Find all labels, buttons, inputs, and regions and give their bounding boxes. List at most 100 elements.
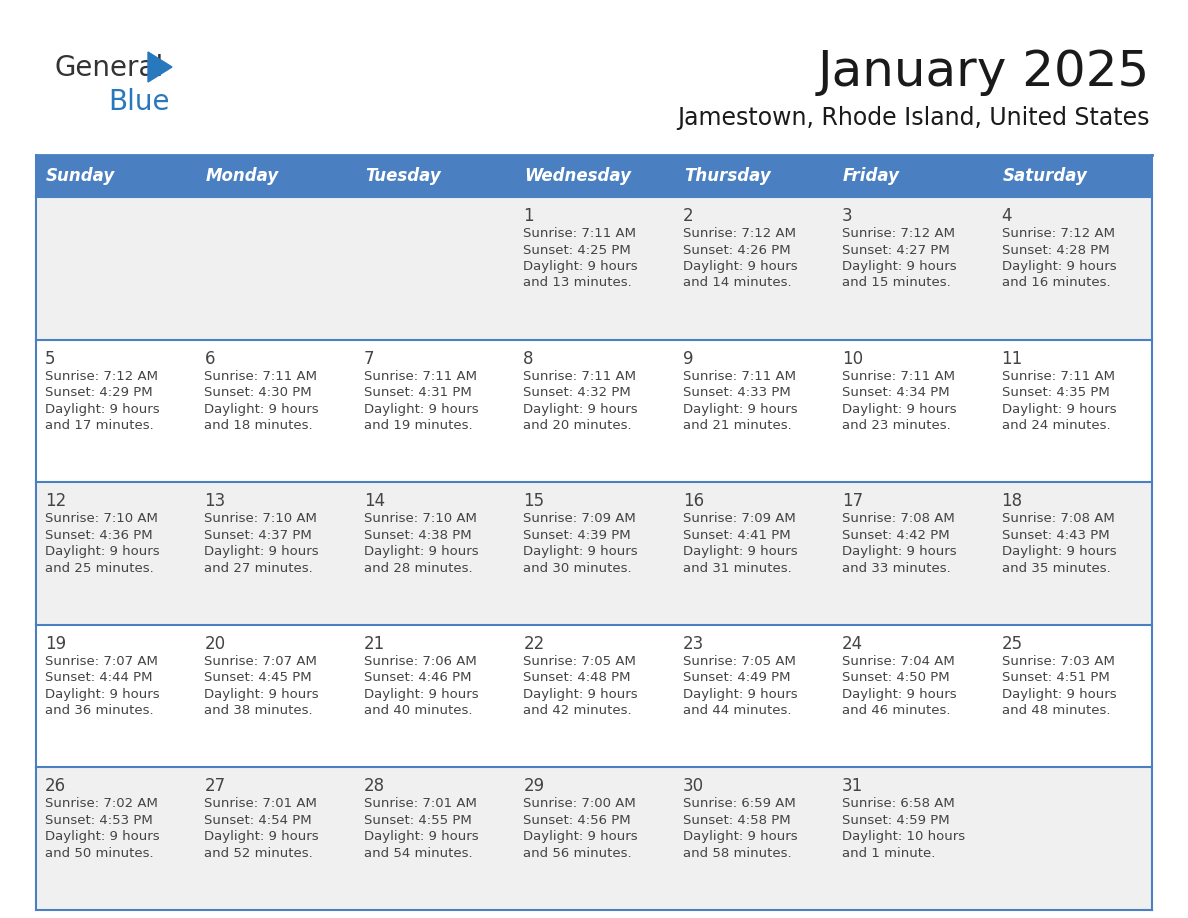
Text: 3: 3 — [842, 207, 853, 225]
Text: Daylight: 9 hours: Daylight: 9 hours — [1001, 545, 1117, 558]
Text: Sunrise: 7:10 AM: Sunrise: 7:10 AM — [204, 512, 317, 525]
Bar — [196, 340, 355, 482]
Bar — [992, 155, 1152, 197]
Text: Sunset: 4:33 PM: Sunset: 4:33 PM — [683, 386, 790, 399]
Text: and 36 minutes.: and 36 minutes. — [45, 704, 153, 717]
Text: Wednesday: Wednesday — [524, 167, 631, 185]
Text: Daylight: 9 hours: Daylight: 9 hours — [842, 688, 956, 700]
Text: Monday: Monday — [206, 167, 279, 185]
Text: Sunset: 4:48 PM: Sunset: 4:48 PM — [523, 671, 631, 684]
Text: 28: 28 — [364, 778, 385, 795]
Text: and 23 minutes.: and 23 minutes. — [842, 420, 950, 432]
Text: Sunrise: 7:09 AM: Sunrise: 7:09 AM — [523, 512, 636, 525]
Text: 25: 25 — [1001, 635, 1023, 653]
Text: 17: 17 — [842, 492, 864, 510]
Text: and 52 minutes.: and 52 minutes. — [204, 847, 314, 860]
Text: 14: 14 — [364, 492, 385, 510]
Text: Sunset: 4:29 PM: Sunset: 4:29 PM — [45, 386, 152, 399]
Text: Daylight: 9 hours: Daylight: 9 hours — [1001, 688, 1117, 700]
Text: Sunset: 4:45 PM: Sunset: 4:45 PM — [204, 671, 312, 684]
Text: Sunrise: 7:08 AM: Sunrise: 7:08 AM — [1001, 512, 1114, 525]
Bar — [196, 197, 355, 340]
Text: 23: 23 — [683, 635, 704, 653]
Text: Sunrise: 7:05 AM: Sunrise: 7:05 AM — [523, 655, 636, 667]
Text: Thursday: Thursday — [684, 167, 771, 185]
Text: and 40 minutes.: and 40 minutes. — [364, 704, 473, 717]
Text: and 25 minutes.: and 25 minutes. — [45, 562, 153, 575]
Bar — [833, 625, 992, 767]
Text: and 24 minutes.: and 24 minutes. — [1001, 420, 1111, 432]
Text: Daylight: 9 hours: Daylight: 9 hours — [683, 260, 797, 273]
Bar — [355, 197, 514, 340]
Text: Sunrise: 7:10 AM: Sunrise: 7:10 AM — [364, 512, 476, 525]
Text: Sunset: 4:39 PM: Sunset: 4:39 PM — [523, 529, 631, 542]
Text: and 14 minutes.: and 14 minutes. — [683, 276, 791, 289]
Bar — [833, 767, 992, 910]
Text: Sunrise: 7:01 AM: Sunrise: 7:01 AM — [204, 798, 317, 811]
Text: Daylight: 9 hours: Daylight: 9 hours — [364, 403, 479, 416]
Bar — [355, 155, 514, 197]
Text: Sunrise: 7:00 AM: Sunrise: 7:00 AM — [523, 798, 636, 811]
Text: and 46 minutes.: and 46 minutes. — [842, 704, 950, 717]
Bar — [833, 482, 992, 625]
Text: Sunset: 4:42 PM: Sunset: 4:42 PM — [842, 529, 949, 542]
Text: and 58 minutes.: and 58 minutes. — [683, 847, 791, 860]
Bar — [514, 155, 674, 197]
Text: 27: 27 — [204, 778, 226, 795]
Text: Sunset: 4:31 PM: Sunset: 4:31 PM — [364, 386, 472, 399]
Text: Sunset: 4:50 PM: Sunset: 4:50 PM — [842, 671, 949, 684]
Text: Sunrise: 6:59 AM: Sunrise: 6:59 AM — [683, 798, 796, 811]
Bar — [992, 340, 1152, 482]
Text: and 44 minutes.: and 44 minutes. — [683, 704, 791, 717]
Text: 10: 10 — [842, 350, 864, 367]
Text: 29: 29 — [523, 778, 544, 795]
Text: Daylight: 9 hours: Daylight: 9 hours — [1001, 260, 1117, 273]
Text: Sunset: 4:41 PM: Sunset: 4:41 PM — [683, 529, 790, 542]
Bar — [674, 340, 833, 482]
Text: Sunrise: 7:07 AM: Sunrise: 7:07 AM — [45, 655, 158, 667]
Bar — [674, 482, 833, 625]
Text: Sunrise: 7:11 AM: Sunrise: 7:11 AM — [523, 227, 637, 240]
Bar — [833, 340, 992, 482]
Text: Friday: Friday — [843, 167, 901, 185]
Text: Sunset: 4:27 PM: Sunset: 4:27 PM — [842, 243, 950, 256]
Text: 30: 30 — [683, 778, 703, 795]
Text: and 38 minutes.: and 38 minutes. — [204, 704, 314, 717]
Text: Daylight: 9 hours: Daylight: 9 hours — [523, 545, 638, 558]
Text: Sunset: 4:49 PM: Sunset: 4:49 PM — [683, 671, 790, 684]
Bar — [196, 155, 355, 197]
Text: Daylight: 9 hours: Daylight: 9 hours — [364, 831, 479, 844]
Bar — [992, 197, 1152, 340]
Text: Daylight: 9 hours: Daylight: 9 hours — [45, 545, 159, 558]
Text: Daylight: 9 hours: Daylight: 9 hours — [204, 545, 320, 558]
Bar — [514, 482, 674, 625]
Text: and 35 minutes.: and 35 minutes. — [1001, 562, 1111, 575]
Text: 4: 4 — [1001, 207, 1012, 225]
Text: Sunrise: 7:12 AM: Sunrise: 7:12 AM — [45, 370, 158, 383]
Text: Sunset: 4:38 PM: Sunset: 4:38 PM — [364, 529, 472, 542]
Bar — [196, 767, 355, 910]
Text: Daylight: 9 hours: Daylight: 9 hours — [523, 403, 638, 416]
Text: Saturday: Saturday — [1003, 167, 1087, 185]
Text: and 50 minutes.: and 50 minutes. — [45, 847, 153, 860]
Text: Daylight: 9 hours: Daylight: 9 hours — [45, 688, 159, 700]
Text: and 15 minutes.: and 15 minutes. — [842, 276, 950, 289]
Text: Sunday: Sunday — [46, 167, 115, 185]
Text: Daylight: 9 hours: Daylight: 9 hours — [683, 545, 797, 558]
Text: Daylight: 9 hours: Daylight: 9 hours — [523, 688, 638, 700]
Bar — [355, 625, 514, 767]
Text: Sunrise: 7:02 AM: Sunrise: 7:02 AM — [45, 798, 158, 811]
Text: Sunset: 4:53 PM: Sunset: 4:53 PM — [45, 814, 153, 827]
Text: Sunset: 4:28 PM: Sunset: 4:28 PM — [1001, 243, 1110, 256]
Text: 11: 11 — [1001, 350, 1023, 367]
Text: Daylight: 9 hours: Daylight: 9 hours — [523, 260, 638, 273]
Text: and 1 minute.: and 1 minute. — [842, 847, 935, 860]
Text: Sunrise: 7:08 AM: Sunrise: 7:08 AM — [842, 512, 955, 525]
Text: Daylight: 9 hours: Daylight: 9 hours — [1001, 403, 1117, 416]
Text: Sunrise: 7:04 AM: Sunrise: 7:04 AM — [842, 655, 955, 667]
Text: and 13 minutes.: and 13 minutes. — [523, 276, 632, 289]
Text: January 2025: January 2025 — [817, 48, 1150, 96]
Text: 7: 7 — [364, 350, 374, 367]
Text: and 17 minutes.: and 17 minutes. — [45, 420, 153, 432]
Text: and 56 minutes.: and 56 minutes. — [523, 847, 632, 860]
